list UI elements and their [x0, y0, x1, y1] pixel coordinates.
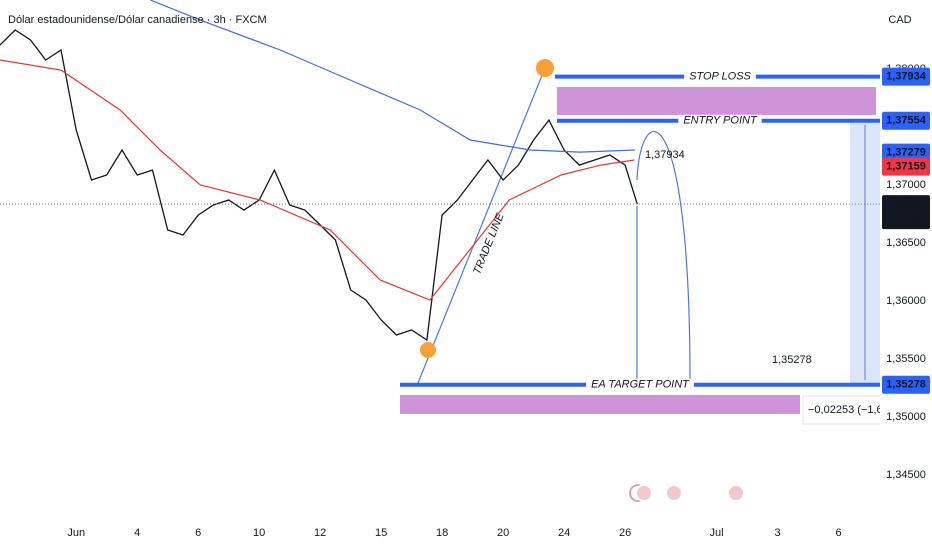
- x-tick-label: 4: [134, 527, 140, 539]
- price-label-box: [882, 111, 930, 130]
- x-tick-label: 6: [835, 527, 841, 539]
- change-box: [802, 395, 884, 425]
- y-tick-label: 1,36000: [886, 295, 926, 307]
- level-label-bg: [678, 114, 762, 127]
- countdown: 10:33: [892, 214, 920, 226]
- price-label: 1,37554: [886, 115, 927, 127]
- price-label-box: [882, 143, 930, 162]
- price-label: 1,37159: [886, 160, 926, 172]
- price-label: 1,37934: [886, 71, 927, 83]
- y-tick-label: 1,37000: [886, 179, 926, 191]
- target-zone: [400, 395, 800, 414]
- price-label: 1,36835: [886, 198, 926, 210]
- price-axis-cover: [880, 390, 932, 430]
- price-label-box: [882, 375, 930, 394]
- x-tick-label: 12: [314, 527, 326, 539]
- y-tick-label: 1,35000: [886, 411, 926, 423]
- x-tick-label: 24: [558, 527, 570, 539]
- stop-annotation: 1,37934: [645, 149, 685, 161]
- event-icon[interactable]: [727, 484, 745, 502]
- currency: CAD: [888, 14, 911, 26]
- x-tick-label: 10: [253, 527, 265, 539]
- plot-area: STOP LOSS ENTRY POINT EA TARGET POINT: [0, 0, 880, 502]
- x-tick-label: 3: [774, 527, 780, 539]
- trade-line: [417, 67, 546, 384]
- peak-marker: [536, 59, 554, 77]
- moving-average: [0, 59, 635, 301]
- x-tick-label: 20: [497, 527, 509, 539]
- trough-marker: [420, 342, 436, 358]
- event-icon[interactable]: [635, 484, 653, 502]
- x-tick-label: 26: [619, 527, 631, 539]
- event-icon[interactable]: [665, 484, 683, 502]
- level-label: EA TARGET POINT: [591, 379, 690, 391]
- stop-zone: [557, 87, 876, 115]
- moving-average: [150, 0, 636, 153]
- price-label-box: [882, 157, 930, 176]
- level-label: STOP LOSS: [689, 71, 751, 83]
- event-icons: [629, 484, 745, 502]
- x-tick-label: 18: [436, 527, 448, 539]
- x-tick-label: Jul: [710, 527, 724, 539]
- chart-title: Dólar estadounidense/Dólar canadiense · …: [8, 14, 267, 26]
- target-annotation: 1,35278: [772, 354, 812, 366]
- level-label: ENTRY POINT: [683, 115, 758, 127]
- price-label-box: [882, 195, 930, 230]
- price-label-box: [882, 67, 930, 86]
- price-axis: [880, 0, 932, 550]
- x-tick-label: 15: [375, 527, 387, 539]
- level-label-bg: [586, 378, 694, 391]
- price-label: 1,35278: [886, 379, 926, 391]
- y-tick-label: 1,34500: [886, 469, 926, 481]
- x-tick-label: Jun: [67, 527, 85, 539]
- projection-arc: [636, 131, 691, 381]
- y-tick-label: 1,36500: [886, 237, 926, 249]
- level-label-bg: [684, 70, 756, 83]
- change-label: −0,02253 (−1,64%: [808, 404, 899, 416]
- price-line: [0, 29, 638, 342]
- y-tick-label: 1,35500: [886, 353, 926, 365]
- x-tick-label: 6: [195, 527, 201, 539]
- price-label: 1,37279: [886, 147, 926, 159]
